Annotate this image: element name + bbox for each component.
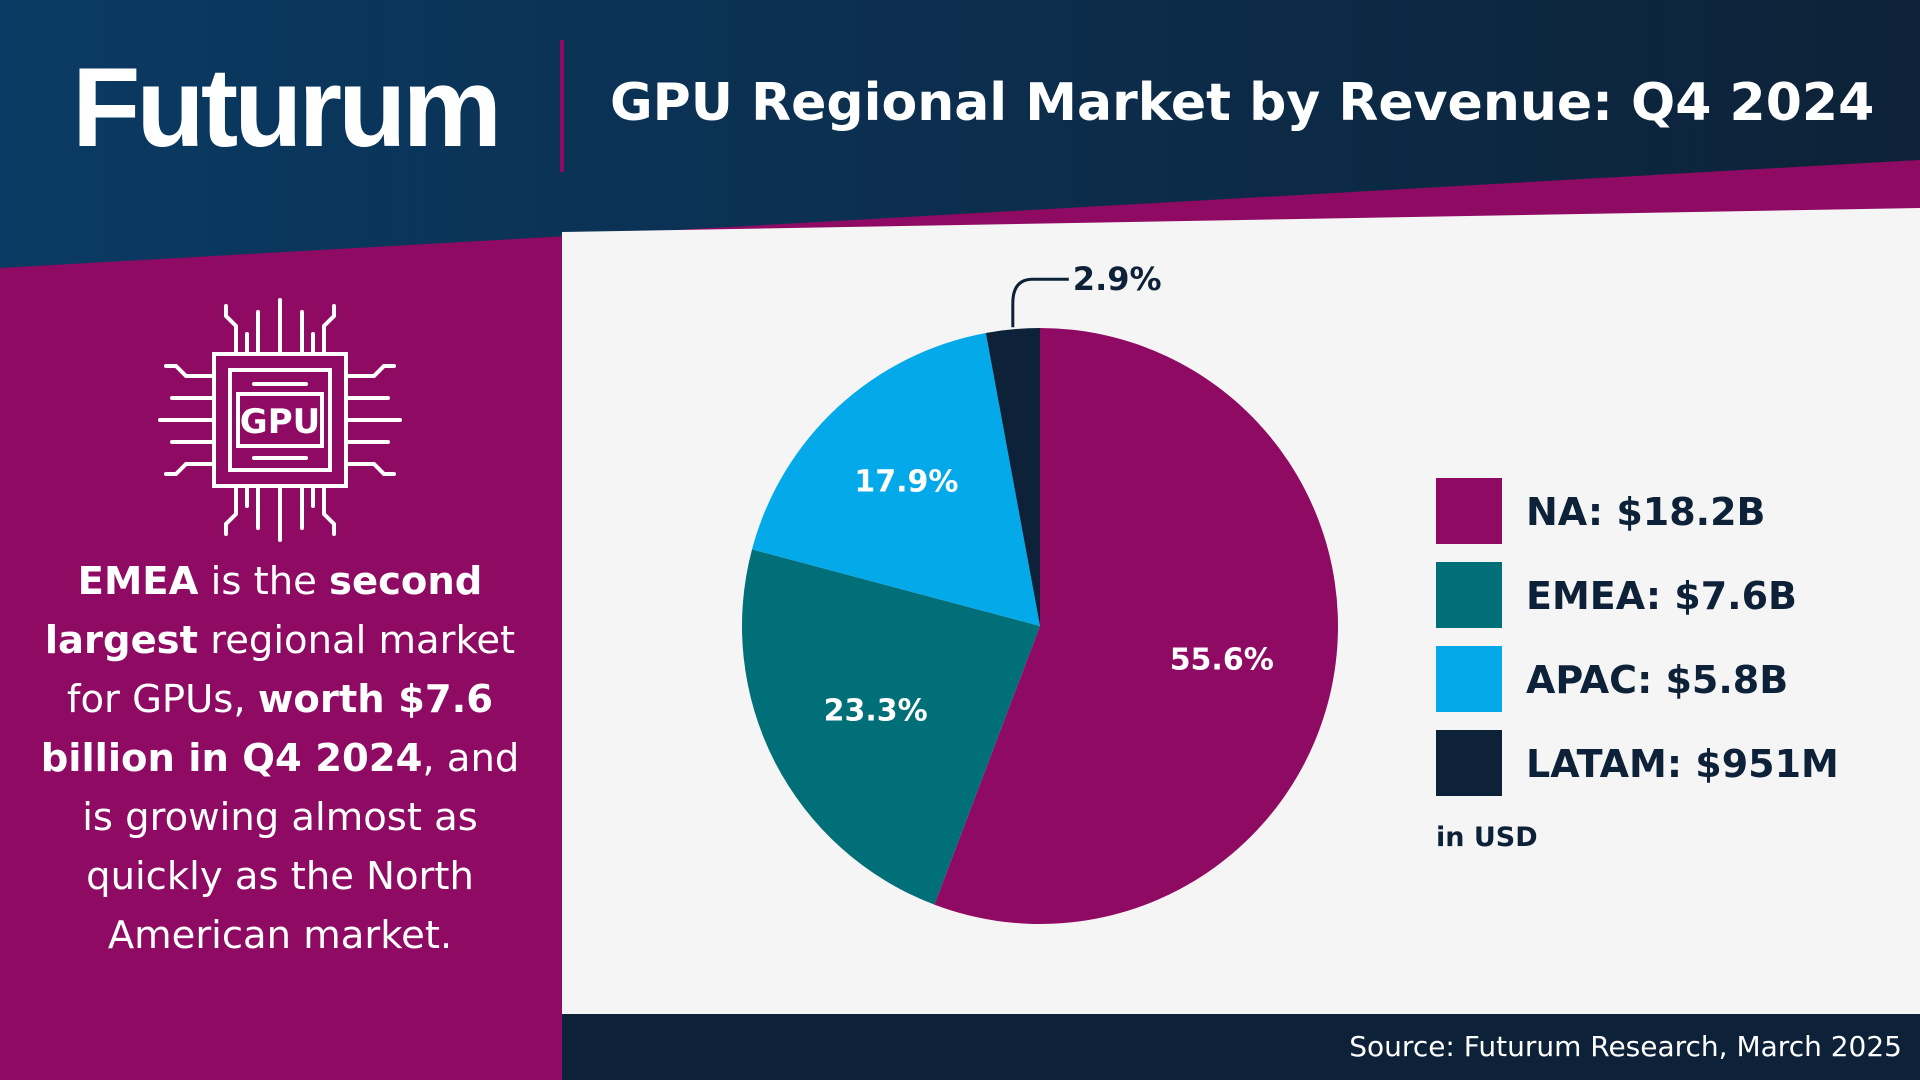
pie-slice-na bbox=[934, 328, 1339, 925]
insight-emphasis: second largest bbox=[44, 559, 483, 663]
gpu-icon-label: GPU bbox=[240, 402, 320, 442]
slice-label-emea: 23.3% bbox=[824, 693, 928, 728]
insight-text: EMEA is the second largest regional mark… bbox=[20, 552, 540, 965]
slice-label-latam: 2.9% bbox=[1073, 260, 1162, 298]
gpu-chip-icon: GPU bbox=[158, 298, 402, 542]
legend-swatch bbox=[1436, 562, 1502, 628]
pie-slice-emea bbox=[742, 549, 1040, 905]
footer-band bbox=[562, 1014, 1920, 1080]
legend-item: EMEA: $7.6B bbox=[1436, 562, 1896, 628]
pie-chart: 55.6% 23.3% 17.9% 2.9% bbox=[742, 260, 1339, 925]
unit-note: in USD bbox=[1436, 822, 1538, 853]
header-band bbox=[0, 0, 1920, 268]
legend-swatch bbox=[1436, 478, 1502, 544]
insight-run: regional market for GPUs, bbox=[66, 618, 516, 722]
insight-run: is the bbox=[198, 559, 330, 604]
legend-item: NA: $18.2B bbox=[1436, 478, 1896, 544]
legend-item: APAC: $5.8B bbox=[1436, 646, 1896, 712]
callout-line bbox=[1011, 277, 1069, 328]
insight-emphasis: EMEA bbox=[77, 559, 199, 604]
legend-label: EMEA: $7.6B bbox=[1526, 574, 1797, 618]
insight-run: , and is growing almost as quickly as th… bbox=[82, 736, 520, 958]
legend-swatch bbox=[1436, 730, 1502, 796]
legend-label: NA: $18.2B bbox=[1526, 490, 1766, 534]
legend-swatch bbox=[1436, 646, 1502, 712]
legend-label: LATAM: $951M bbox=[1526, 742, 1839, 786]
pie-slice-apac bbox=[752, 332, 1040, 626]
legend-label: APAC: $5.8B bbox=[1526, 658, 1789, 702]
slice-label-na: 55.6% bbox=[1170, 642, 1274, 677]
page-title: GPU Regional Market by Revenue: Q4 2024 bbox=[610, 73, 1875, 133]
slice-label-apac: 17.9% bbox=[854, 465, 958, 500]
pie-slice-latam bbox=[985, 328, 1040, 626]
insight-emphasis: worth $7.6 billion in Q4 2024 bbox=[40, 677, 494, 781]
source-text: Source: Futurum Research, March 2025 bbox=[1349, 1030, 1902, 1063]
futurum-logo: Futurum bbox=[72, 45, 502, 170]
legend-item: LATAM: $951M bbox=[1436, 730, 1896, 796]
header-divider bbox=[560, 40, 564, 172]
